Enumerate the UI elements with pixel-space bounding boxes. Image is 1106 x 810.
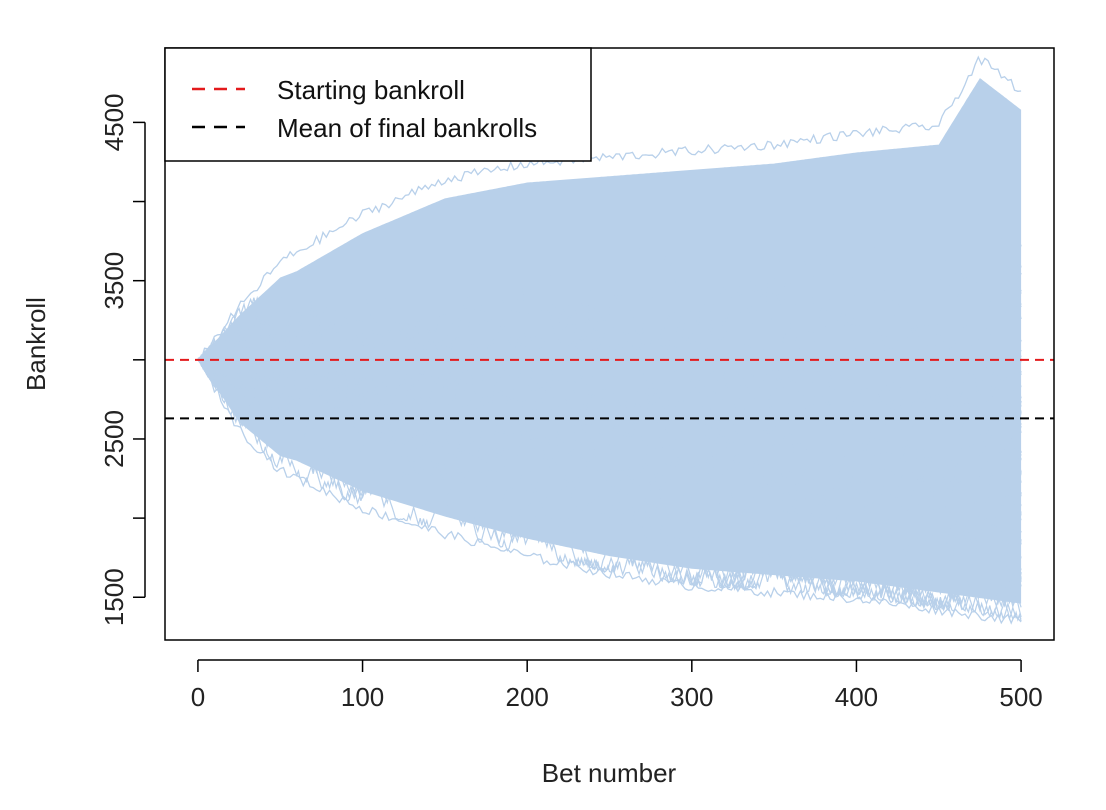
simulated-path	[197, 274, 1022, 402]
plot-frame	[164, 47, 1055, 641]
x-axis-title: Bet number	[542, 758, 677, 788]
simulated-path	[197, 353, 1022, 612]
simulated-paths	[197, 55, 1022, 625]
simulated-path	[197, 310, 1022, 531]
x-tick-label: 0	[191, 682, 205, 712]
y-axis-title: Bankroll	[21, 297, 51, 391]
x-axis: 0 100 200 300 400 500	[191, 659, 1043, 712]
simulated-path	[197, 233, 1022, 389]
legend-label-mean-final-bankrolls: Mean of final bankrolls	[277, 113, 537, 143]
simulated-path	[197, 350, 1022, 611]
simulated-path	[197, 266, 1022, 386]
legend: Starting bankroll Mean of final bankroll…	[164, 47, 592, 162]
x-tick-label: 100	[341, 682, 384, 712]
simulated-path	[197, 306, 1022, 535]
simulated-path	[197, 270, 1022, 479]
x-tick-label: 300	[670, 682, 713, 712]
x-tick-label: 500	[999, 682, 1042, 712]
y-tick-label: 3500	[99, 252, 129, 310]
simulated-path	[197, 350, 1022, 608]
simulated-path	[197, 301, 1022, 451]
simulated-path	[197, 295, 1022, 471]
legend-box	[164, 47, 592, 162]
simulated-path	[197, 337, 1022, 516]
y-tick-label: 4500	[99, 93, 129, 151]
simulated-path	[197, 337, 1022, 564]
legend-label-starting-bankroll: Starting bankroll	[277, 75, 465, 105]
simulated-path	[197, 338, 1022, 453]
y-axis: 1500 2500 3500 4500	[99, 93, 146, 626]
y-tick-label: 1500	[99, 568, 129, 626]
simulated-path-extreme	[197, 55, 1022, 362]
simulated-path	[197, 246, 1022, 402]
simulated-path	[197, 334, 1022, 614]
reference-lines	[165, 358, 1054, 420]
x-tick-label: 400	[835, 682, 878, 712]
simulated-path	[197, 288, 1022, 476]
simulated-path	[197, 317, 1022, 574]
x-tick-label: 200	[505, 682, 548, 712]
simulated-path-extreme	[197, 357, 1022, 625]
simulated-path	[197, 319, 1022, 512]
y-tick-label: 2500	[99, 410, 129, 468]
simulated-path	[197, 309, 1022, 539]
